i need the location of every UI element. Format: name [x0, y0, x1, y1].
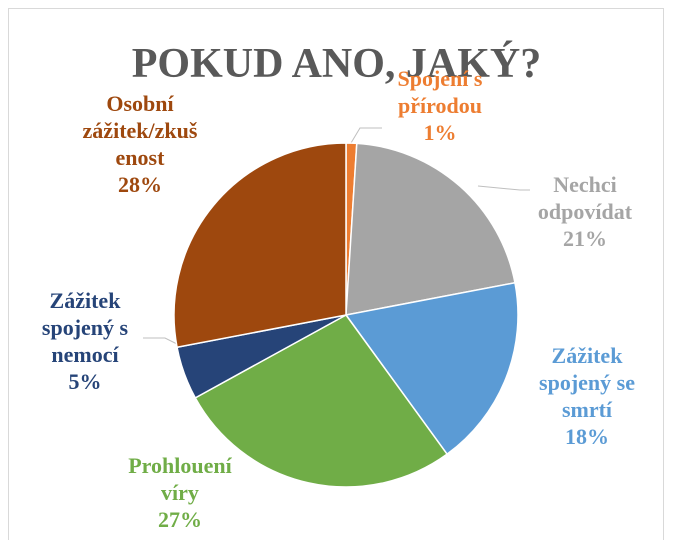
- pie-slice: [194, 314, 449, 488]
- leader-line: [350, 127, 382, 144]
- data-label: Osobní zážitek/zkušenost 28%: [80, 90, 200, 198]
- category-label: Spojení s přírodou: [397, 66, 483, 118]
- category-label: Zážitek spojený se smrtí: [539, 343, 635, 422]
- value-label: 27%: [158, 507, 202, 532]
- data-label: Nechci odpovídat 21%: [530, 171, 640, 252]
- value-label: 1%: [423, 120, 457, 145]
- pie-slice: [344, 281, 519, 456]
- category-label: Prohlouení víry: [128, 453, 232, 505]
- value-label: 21%: [563, 226, 607, 251]
- data-label: Zážitek spojený s nemocí 5%: [30, 287, 140, 395]
- category-label: Osobní zážitek/zkušenost: [82, 91, 198, 170]
- value-label: 28%: [118, 172, 162, 197]
- category-label: Zážitek spojený s nemocí: [41, 288, 129, 367]
- data-label: Spojení s přírodou 1%: [385, 65, 495, 146]
- chart-title: POKUD ANO, JAKÝ?: [131, 41, 542, 87]
- data-label: Zážitek spojený se smrtí 18%: [527, 342, 647, 450]
- data-label: Prohlouení víry 27%: [115, 452, 245, 533]
- value-label: 18%: [565, 424, 609, 449]
- pie-slice: [173, 142, 347, 349]
- pie-slice: [345, 142, 516, 316]
- leader-line: [477, 185, 530, 191]
- value-label: 5%: [68, 369, 102, 394]
- category-label: Nechci odpovídat: [537, 172, 633, 224]
